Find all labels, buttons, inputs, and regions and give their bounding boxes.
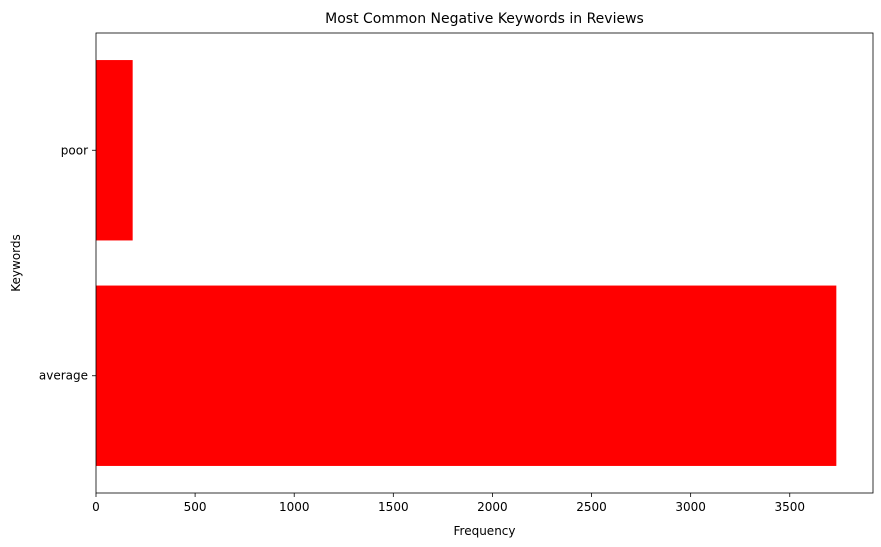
y-axis-label: Keywords: [9, 234, 23, 292]
y-axis-ticks: average poor: [39, 143, 96, 383]
bar-poor: [96, 60, 133, 241]
x-tick-label: 1500: [378, 500, 409, 514]
bars-group: [96, 60, 837, 466]
x-axis-label: Frequency: [454, 524, 516, 538]
x-tick-label: 3500: [774, 500, 805, 514]
x-tick-label: 2000: [477, 500, 508, 514]
y-tick-label: poor: [61, 143, 88, 157]
x-tick-label: 500: [184, 500, 207, 514]
x-axis-ticks: 0 500 1000 1500 2000 2500 3000 3500: [92, 493, 805, 514]
x-tick-label: 3000: [675, 500, 706, 514]
bar-average: [96, 285, 837, 466]
plot-frame: [95, 32, 874, 494]
chart-title: Most Common Negative Keywords in Reviews: [325, 11, 644, 27]
x-tick-label: 1000: [279, 500, 310, 514]
x-tick-label: 0: [92, 500, 100, 514]
x-tick-label: 2500: [576, 500, 607, 514]
y-tick-label: average: [39, 369, 88, 383]
